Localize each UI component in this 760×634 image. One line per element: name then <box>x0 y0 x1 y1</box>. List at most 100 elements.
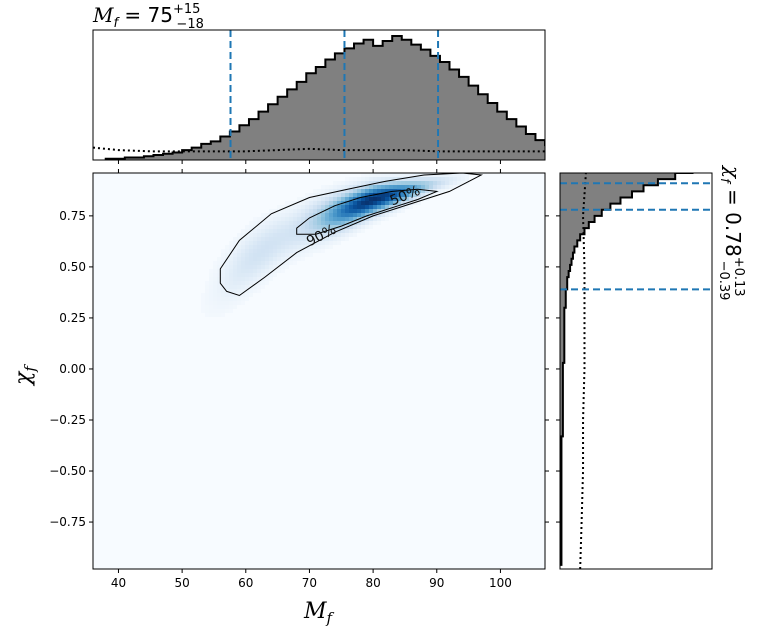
density-cell <box>321 189 325 193</box>
density-cell <box>217 289 221 293</box>
density-cell <box>389 177 393 181</box>
density-cell <box>257 277 261 281</box>
density-cell <box>381 197 385 201</box>
density-cell <box>277 225 281 229</box>
density-cell <box>301 209 305 213</box>
density-cell <box>293 205 297 209</box>
density-cell <box>293 221 297 225</box>
density-cell <box>397 209 401 213</box>
density-cell <box>317 225 321 229</box>
density-cell <box>289 229 293 233</box>
y-tick-label: −0.50 <box>49 464 86 478</box>
density-cell <box>345 181 349 185</box>
density-cell <box>373 209 377 213</box>
density-cell <box>397 197 401 201</box>
density-cell <box>297 197 301 201</box>
density-cell <box>349 209 353 213</box>
density-cell <box>385 213 389 217</box>
density-cell <box>381 185 385 189</box>
density-cell <box>225 297 229 301</box>
density-cell <box>209 289 213 293</box>
density-cell <box>413 197 417 201</box>
density-cell <box>225 261 229 265</box>
density-cell <box>361 221 365 225</box>
density-cell <box>229 245 233 249</box>
density-cell <box>205 309 209 313</box>
density-cell <box>301 237 305 241</box>
density-cell <box>445 173 449 177</box>
density-cell <box>369 181 373 185</box>
density-cell <box>205 305 209 309</box>
density-cell <box>345 185 349 189</box>
density-cell <box>265 217 269 221</box>
density-cell <box>213 273 217 277</box>
density-cell <box>429 181 433 185</box>
top-histogram-fill <box>105 36 545 160</box>
density-cell <box>365 177 369 181</box>
density-cell <box>265 233 269 237</box>
density-cell <box>309 213 313 217</box>
density-cell <box>225 269 229 273</box>
density-cell <box>397 205 401 209</box>
density-cell <box>269 221 273 225</box>
density-cell <box>401 173 405 177</box>
density-cell <box>313 197 317 201</box>
y-tick-label: 0.50 <box>59 260 86 274</box>
density-cell <box>325 193 329 197</box>
density-cell <box>309 245 313 249</box>
density-cell <box>285 209 289 213</box>
y-tick-label: 0.25 <box>59 311 86 325</box>
density-cell <box>393 177 397 181</box>
density-cell <box>269 265 273 269</box>
density-cell <box>385 181 389 185</box>
density-cell <box>237 261 241 265</box>
density-cell <box>349 225 353 229</box>
density-cell <box>221 289 225 293</box>
density-cell <box>249 281 253 285</box>
density-cell <box>321 201 325 205</box>
density-cell <box>301 253 305 257</box>
density-cell <box>361 189 365 193</box>
density-cell <box>293 225 297 229</box>
density-cell <box>333 205 337 209</box>
density-cell <box>229 285 233 289</box>
density-cell <box>349 189 353 193</box>
y-tick-label: −0.25 <box>49 413 86 427</box>
density-cell <box>425 189 429 193</box>
density-cell <box>341 213 345 217</box>
density-cell <box>221 253 225 257</box>
density-cell <box>361 181 365 185</box>
density-cell <box>273 213 277 217</box>
density-cell <box>257 265 261 269</box>
density-cell <box>221 305 225 309</box>
density-cell <box>457 181 461 185</box>
density-cell <box>233 273 237 277</box>
density-cell <box>401 181 405 185</box>
density-cell <box>401 185 405 189</box>
density-cell <box>357 221 361 225</box>
density-cell <box>257 281 261 285</box>
density-cell <box>253 253 257 257</box>
density-cell <box>365 201 369 205</box>
density-cell <box>277 257 281 261</box>
density-cell <box>229 269 233 273</box>
density-cell <box>241 253 245 257</box>
density-cell <box>221 313 225 317</box>
density-cell <box>365 189 369 193</box>
density-cell <box>349 177 353 181</box>
density-cell <box>257 285 261 289</box>
density-cell <box>213 277 217 281</box>
density-cell <box>317 197 321 201</box>
density-cell <box>309 221 313 225</box>
density-cell <box>309 217 313 221</box>
density-cell <box>269 225 273 229</box>
density-cell <box>361 209 365 213</box>
density-cell <box>413 201 417 205</box>
density-cell <box>253 221 257 225</box>
density-cell <box>217 269 221 273</box>
density-cell <box>389 209 393 213</box>
density-cell <box>229 309 233 313</box>
density-cell <box>209 281 213 285</box>
density-cell <box>245 293 249 297</box>
density-cell <box>217 285 221 289</box>
